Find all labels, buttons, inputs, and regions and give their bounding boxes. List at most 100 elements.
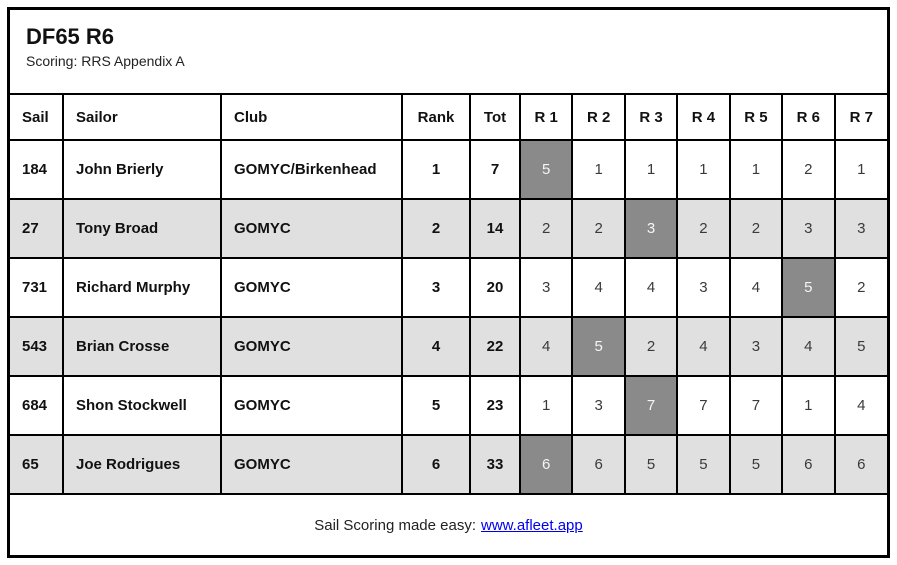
- race-score-cell-discarded: 7: [623, 375, 679, 436]
- sailor-cell: Richard Murphy: [62, 257, 222, 318]
- results-table-head: Sail Sailor Club Rank Tot R 1 R 2 R 3 R …: [10, 95, 887, 141]
- race-score-cell: 3: [781, 198, 836, 259]
- race-score-cell-discarded: 5: [571, 316, 626, 377]
- total-cell: 20: [469, 257, 521, 318]
- race-score-cell: 1: [781, 375, 836, 436]
- footer-bar: Sail Scoring made easy: www.afleet.app: [10, 495, 887, 555]
- column-header-race-7: R 7: [833, 95, 887, 141]
- race-score-cell: 6: [571, 434, 626, 495]
- page-title: DF65 R6: [26, 24, 115, 49]
- race-score-cell: 7: [728, 375, 784, 436]
- sail-cell: 684: [10, 375, 64, 436]
- sail-cell: 543: [10, 316, 64, 377]
- race-score-cell: 3: [676, 257, 731, 318]
- race-score-cell: 5: [676, 434, 731, 495]
- race-score-cell: 4: [571, 257, 626, 318]
- race-score-cell: 2: [571, 198, 626, 259]
- race-score-cell: 4: [781, 316, 836, 377]
- race-score-cell: 2: [781, 139, 836, 200]
- afleet-link[interactable]: www.afleet.app: [481, 516, 583, 534]
- race-score-cell: 1: [518, 375, 574, 436]
- footer-text: Sail Scoring made easy:: [314, 516, 476, 534]
- column-header-race-5: R 5: [728, 95, 784, 141]
- race-score-cell: 4: [728, 257, 784, 318]
- race-score-cell: 3: [518, 257, 574, 318]
- column-header-race-2: R 2: [571, 95, 626, 141]
- total-cell: 33: [469, 434, 521, 495]
- race-score-cell: 5: [833, 316, 887, 377]
- club-cell: GOMYC: [220, 198, 403, 259]
- total-cell: 14: [469, 198, 521, 259]
- column-header-race-6: R 6: [781, 95, 836, 141]
- race-score-cell: 2: [833, 257, 887, 318]
- results-card: DF65 R6 Scoring: RRS Appendix A Sail Sai…: [7, 7, 890, 558]
- race-score-cell: 2: [676, 198, 731, 259]
- sailor-cell: John Brierly: [62, 139, 222, 200]
- race-score-cell: 1: [833, 139, 887, 200]
- sailor-cell: Shon Stockwell: [62, 375, 222, 436]
- race-score-cell: 1: [571, 139, 626, 200]
- race-score-cell: 3: [571, 375, 626, 436]
- race-score-cell: 1: [676, 139, 731, 200]
- header-row: Sail Sailor Club Rank Tot R 1 R 2 R 3 R …: [10, 95, 887, 141]
- rank-cell: 1: [401, 139, 471, 200]
- rank-cell: 4: [401, 316, 471, 377]
- total-cell: 23: [469, 375, 521, 436]
- column-header-sailor: Sailor: [62, 95, 222, 141]
- sailor-cell: Brian Crosse: [62, 316, 222, 377]
- scoring-subtitle: Scoring: RRS Appendix A: [26, 53, 185, 70]
- column-header-race-1: R 1: [518, 95, 574, 141]
- column-header-race-4: R 4: [676, 95, 731, 141]
- club-cell: GOMYC/Birkenhead: [220, 139, 403, 200]
- club-cell: GOMYC: [220, 434, 403, 495]
- race-score-cell: 2: [728, 198, 784, 259]
- column-header-rank: Rank: [401, 95, 471, 141]
- column-header-total: Tot: [469, 95, 521, 141]
- sail-cell: 65: [10, 434, 64, 495]
- race-score-cell-discarded: 5: [781, 257, 836, 318]
- race-score-cell: 6: [833, 434, 887, 495]
- title-block: DF65 R6 Scoring: RRS Appendix A: [10, 10, 887, 95]
- club-cell: GOMYC: [220, 257, 403, 318]
- column-header-sail: Sail: [10, 95, 64, 141]
- column-header-club: Club: [220, 95, 403, 141]
- race-score-cell: 4: [518, 316, 574, 377]
- race-score-cell: 2: [623, 316, 679, 377]
- column-header-race-3: R 3: [623, 95, 679, 141]
- total-cell: 22: [469, 316, 521, 377]
- race-score-cell: 3: [833, 198, 887, 259]
- rank-cell: 5: [401, 375, 471, 436]
- results-table: Sail Sailor Club Rank Tot R 1 R 2 R 3 R …: [10, 95, 887, 495]
- race-score-cell-discarded: 5: [518, 139, 574, 200]
- club-cell: GOMYC: [220, 375, 403, 436]
- race-score-cell: 1: [728, 139, 784, 200]
- race-score-cell: 5: [728, 434, 784, 495]
- rank-cell: 2: [401, 198, 471, 259]
- sailor-cell: Joe Rodrigues: [62, 434, 222, 495]
- sail-cell: 184: [10, 139, 64, 200]
- race-score-cell-discarded: 3: [623, 198, 679, 259]
- race-score-cell: 5: [623, 434, 679, 495]
- race-score-cell: 6: [781, 434, 836, 495]
- race-score-cell: 2: [518, 198, 574, 259]
- club-cell: GOMYC: [220, 316, 403, 377]
- rank-cell: 3: [401, 257, 471, 318]
- sail-cell: 27: [10, 198, 64, 259]
- sailor-cell: Tony Broad: [62, 198, 222, 259]
- race-score-cell: 4: [833, 375, 887, 436]
- rank-cell: 6: [401, 434, 471, 495]
- total-cell: 7: [469, 139, 521, 200]
- race-score-cell: 7: [676, 375, 731, 436]
- race-score-cell: 4: [676, 316, 731, 377]
- race-score-cell-discarded: 6: [518, 434, 574, 495]
- race-score-cell: 1: [623, 139, 679, 200]
- race-score-cell: 4: [623, 257, 679, 318]
- race-score-cell: 3: [728, 316, 784, 377]
